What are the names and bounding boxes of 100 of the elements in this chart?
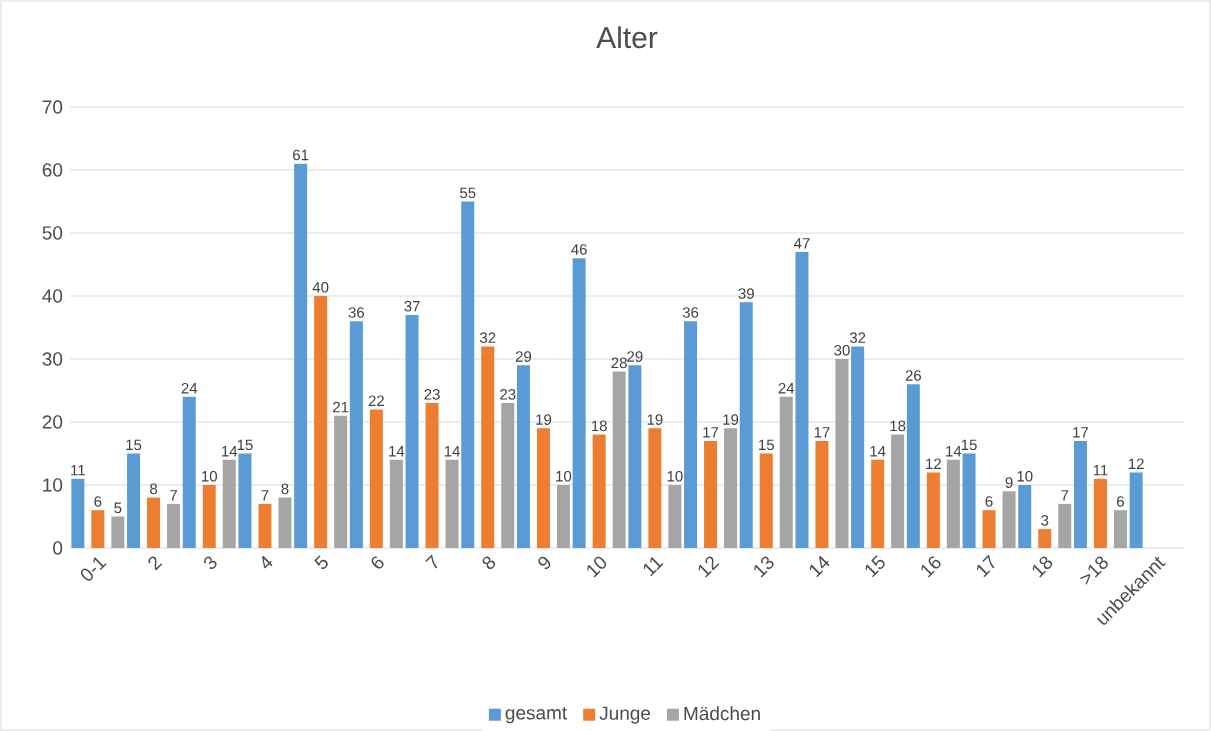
bar [202,484,216,548]
bar [1129,472,1143,548]
data-label: 14 [389,446,405,457]
data-label: 9 [1005,477,1013,488]
data-label: 15 [759,439,774,451]
data-label: 3 [1041,515,1049,526]
bar [592,434,606,548]
data-label: 29 [627,351,643,362]
bar [71,478,85,548]
data-label: 36 [348,307,365,318]
bar [481,346,495,548]
bar [147,497,161,548]
data-label: 10 [556,470,572,482]
data-label: 17 [814,427,830,438]
data-label: 19 [647,414,663,425]
x-tick-label: 8 [482,556,496,570]
data-label: 46 [571,244,587,255]
data-label: 22 [368,395,384,406]
data-label: 37 [404,300,420,312]
x-tick-label: 5 [314,555,328,569]
data-label: 14 [222,446,238,457]
data-label: 36 [682,307,699,318]
data-label: 39 [738,288,754,299]
x-tick-label: 6 [371,556,384,569]
data-label: 7 [1061,490,1069,501]
bar [501,403,515,548]
data-label: 14 [946,446,962,457]
bar [425,403,439,548]
bar [258,503,272,548]
data-label: 15 [961,439,977,451]
bar [724,428,738,548]
y-tick-label: 20 [42,415,63,429]
bar [871,459,885,548]
data-label: 28 [611,357,627,369]
data-label: 17 [703,427,719,438]
bar [278,497,292,548]
bar [1113,510,1127,548]
x-tick-label: 15 [865,555,885,578]
bar [516,365,530,548]
bar [684,321,698,548]
bar [1038,529,1052,548]
data-label: 12 [926,458,941,469]
bar [222,459,236,548]
bar [628,365,642,548]
y-tick-label: 0 [53,541,63,555]
x-tick-label: 13 [754,556,774,578]
bar [238,453,252,548]
data-label: 24 [181,382,198,394]
data-label: 24 [778,382,795,394]
x-tick-label: 0-1 [80,557,107,581]
bar [111,516,125,548]
x-tick-label: 10 [587,556,607,578]
y-tick-label: 50 [42,226,63,240]
data-label: 11 [1093,464,1108,476]
data-label: 10 [667,470,683,482]
bar [815,440,829,548]
data-label: 55 [460,187,476,199]
data-label: 10 [1017,470,1033,482]
x-tick-label: 14 [809,555,830,578]
data-label: 23 [500,389,516,400]
bar [779,396,793,548]
data-label: 18 [591,420,607,432]
y-tick-label: 30 [42,352,63,366]
bar [369,409,383,548]
data-label: 32 [479,332,496,344]
data-label: 21 [333,401,349,413]
data-label: 12 [1128,458,1144,469]
data-label: 18 [890,420,906,432]
bar [835,358,849,548]
data-label: 14 [870,446,886,457]
legend-label: Junge [599,706,651,724]
data-label: 7 [261,490,269,501]
data-label: 30 [834,344,850,356]
x-tick-label: 9 [538,556,551,570]
data-label: 26 [905,370,922,381]
data-label: 23 [424,389,440,400]
data-label: 29 [515,351,532,362]
bar [91,510,105,548]
data-label: 40 [312,281,329,293]
bar [891,434,905,548]
data-label: 61 [293,149,309,161]
bar [612,371,626,548]
bar [572,258,586,548]
data-label: 14 [444,446,460,457]
bar [982,510,996,548]
data-label: 6 [94,496,102,507]
bar [906,384,920,548]
bar [1002,491,1016,548]
data-label: 8 [150,483,158,495]
legend-label: gesamt [505,707,568,724]
bar [405,314,419,548]
bar [349,321,363,548]
x-tick-label: 7 [425,554,438,569]
data-label: 32 [849,332,866,344]
x-tick-label: 18 [1032,556,1053,578]
bar [294,163,308,548]
bar [1093,478,1107,548]
data-label: 10 [202,470,217,482]
bar [334,415,348,548]
bar [648,428,662,548]
